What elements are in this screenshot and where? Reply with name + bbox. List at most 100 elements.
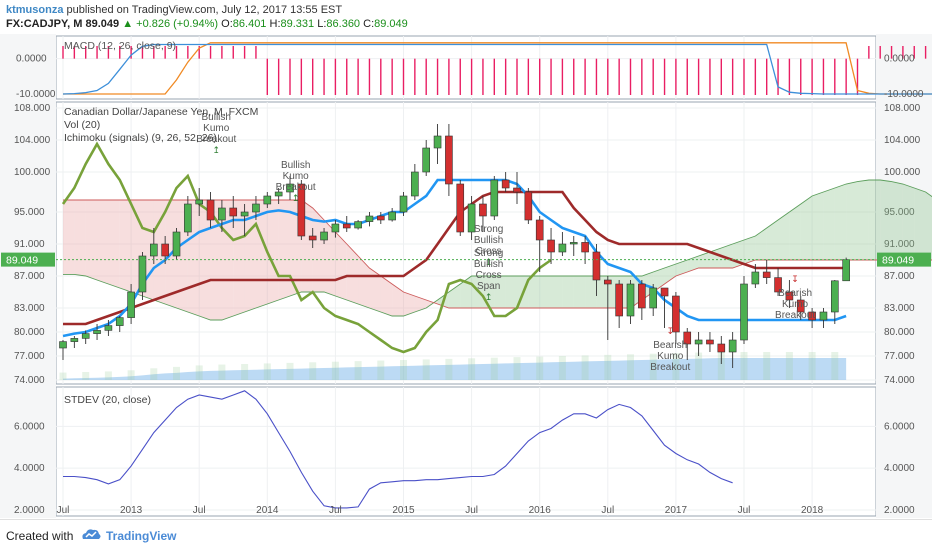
cloud-bear-segment: [97, 200, 109, 284]
price-title: Canadian Dollar/Japanese Yen, M, FXCM: [64, 106, 258, 118]
cloud-bear-segment: [74, 200, 86, 276]
cloud-bull-segment: [585, 276, 597, 308]
cloud-bear-segment: [233, 200, 245, 316]
candle-down: [161, 243, 169, 257]
volume-bar: [195, 365, 203, 380]
stdev-ytick-left: 4.0000: [14, 463, 45, 474]
cloud-bull-segment: [880, 180, 892, 260]
annotation-text: Bullish: [474, 235, 503, 246]
cloud-bull-segment: [539, 276, 552, 308]
cloud-bear-segment: [403, 292, 415, 316]
close-value: 89.049: [374, 18, 408, 30]
candle-up: [218, 207, 226, 221]
price-ytick-left: 104.000: [14, 135, 51, 146]
candle-up: [490, 179, 499, 217]
volume-bar: [513, 357, 521, 380]
candle-up: [263, 195, 272, 205]
candle-down: [479, 203, 487, 217]
volume-bar: [536, 356, 544, 380]
cloud-bull-segment: [812, 192, 824, 260]
price-ytick-right: 77.000: [884, 351, 915, 362]
published-text: published on TradingView.com, July 12, 2…: [66, 4, 343, 16]
annotation-arrow: ↧: [666, 326, 674, 336]
time-axis-label: 2018: [801, 505, 824, 516]
candle-up: [252, 203, 260, 213]
price-badge-left: 89.049: [6, 255, 38, 267]
candle-up: [388, 211, 396, 221]
annotation-text: Breakout: [650, 362, 690, 373]
price-ytick-left: 74.000: [14, 375, 45, 386]
candle-up: [422, 147, 431, 173]
annotation-text: Bullish: [201, 112, 230, 123]
volume-bar: [104, 371, 112, 380]
price-ytick-right: 87.000: [884, 271, 915, 282]
volume-bar: [740, 352, 748, 380]
price-ytick-right: 108.000: [884, 103, 921, 114]
volume-bar: [581, 355, 589, 380]
cloud-bull-segment: [528, 276, 540, 308]
annotation-text: Kumo: [203, 123, 230, 134]
tradingview-brand[interactable]: TradingView: [106, 529, 177, 543]
cloud-bull-segment: [857, 180, 869, 260]
price-badge-left-bg: [1, 252, 55, 267]
price-ytick-right: 100.000: [884, 167, 921, 178]
price-ytick-right: 74.000: [884, 375, 915, 386]
price-ytick-left: 80.000: [14, 327, 45, 338]
candle-up: [569, 242, 578, 245]
candle-down: [592, 251, 601, 281]
right-axis-bg: [876, 34, 932, 518]
time-axis-label: Jul: [193, 505, 206, 516]
cloud-bear-segment: [358, 256, 370, 308]
macd-ytick-right: 0.0000: [884, 54, 915, 65]
candle-up: [751, 271, 760, 285]
candle-down: [342, 223, 351, 229]
cloud-bull-segment: [891, 181, 903, 260]
cloud-bull-segment: [687, 256, 699, 272]
volume-bar: [377, 360, 385, 380]
pane-frame-1: [55, 101, 877, 385]
candle-down: [774, 277, 782, 293]
candle-down: [308, 235, 317, 241]
stdev-line: [63, 390, 733, 509]
price-ytick-left: 100.000: [14, 167, 51, 178]
volume-bar: [808, 352, 816, 380]
candle-up: [399, 195, 408, 213]
cloud-bull-segment: [448, 284, 461, 308]
annotation-text: Breakout: [196, 134, 236, 145]
chart-area[interactable]: MACD (12, 26, close, 9) 0.0000 0.0000 -10.0…: [0, 34, 932, 518]
volume-bar: [150, 368, 158, 380]
price-badge-right-bg: [877, 252, 931, 267]
author-name[interactable]: ktmusonza: [6, 4, 64, 16]
candle-up: [842, 259, 850, 282]
up-arrow-icon: ▲: [122, 18, 134, 30]
candle-down: [638, 283, 646, 309]
volume-bar: [717, 352, 725, 380]
annotation-arrow: ↥: [485, 257, 493, 267]
annotation-arrow: ↥: [212, 145, 220, 155]
volume-bar: [400, 360, 407, 380]
cloud-bull-segment: [868, 180, 881, 260]
candle-up: [70, 338, 79, 342]
cloud-bull-segment: [505, 276, 517, 308]
high-label: H:: [269, 18, 281, 30]
volume-bar: [422, 359, 430, 380]
volume-bar: [59, 372, 67, 380]
candle-down: [717, 343, 726, 353]
volume-bar: [218, 364, 226, 380]
candle-down: [660, 287, 669, 297]
macd-ytick-left: -10.0000: [16, 89, 56, 100]
annotation-text: Cross: [476, 270, 502, 281]
cloud-bull-segment: [902, 184, 915, 260]
macd-title: MACD (12, 26, close, 9): [64, 40, 176, 52]
price-ytick-left: 83.000: [14, 303, 45, 314]
annotation-text: Kumo: [657, 351, 684, 362]
volume-bar: [490, 357, 498, 380]
cloud-bull-segment: [834, 184, 847, 260]
volume-bar: [331, 361, 339, 380]
candle-down: [445, 135, 453, 185]
cloud-bear-segment: [312, 208, 325, 292]
price-ytick-right: 95.000: [884, 207, 915, 218]
chart-header: ktmusonza published on TradingView.com, …: [6, 3, 926, 33]
cloud-bull-segment: [823, 188, 835, 260]
macd-line: [62, 43, 932, 95]
